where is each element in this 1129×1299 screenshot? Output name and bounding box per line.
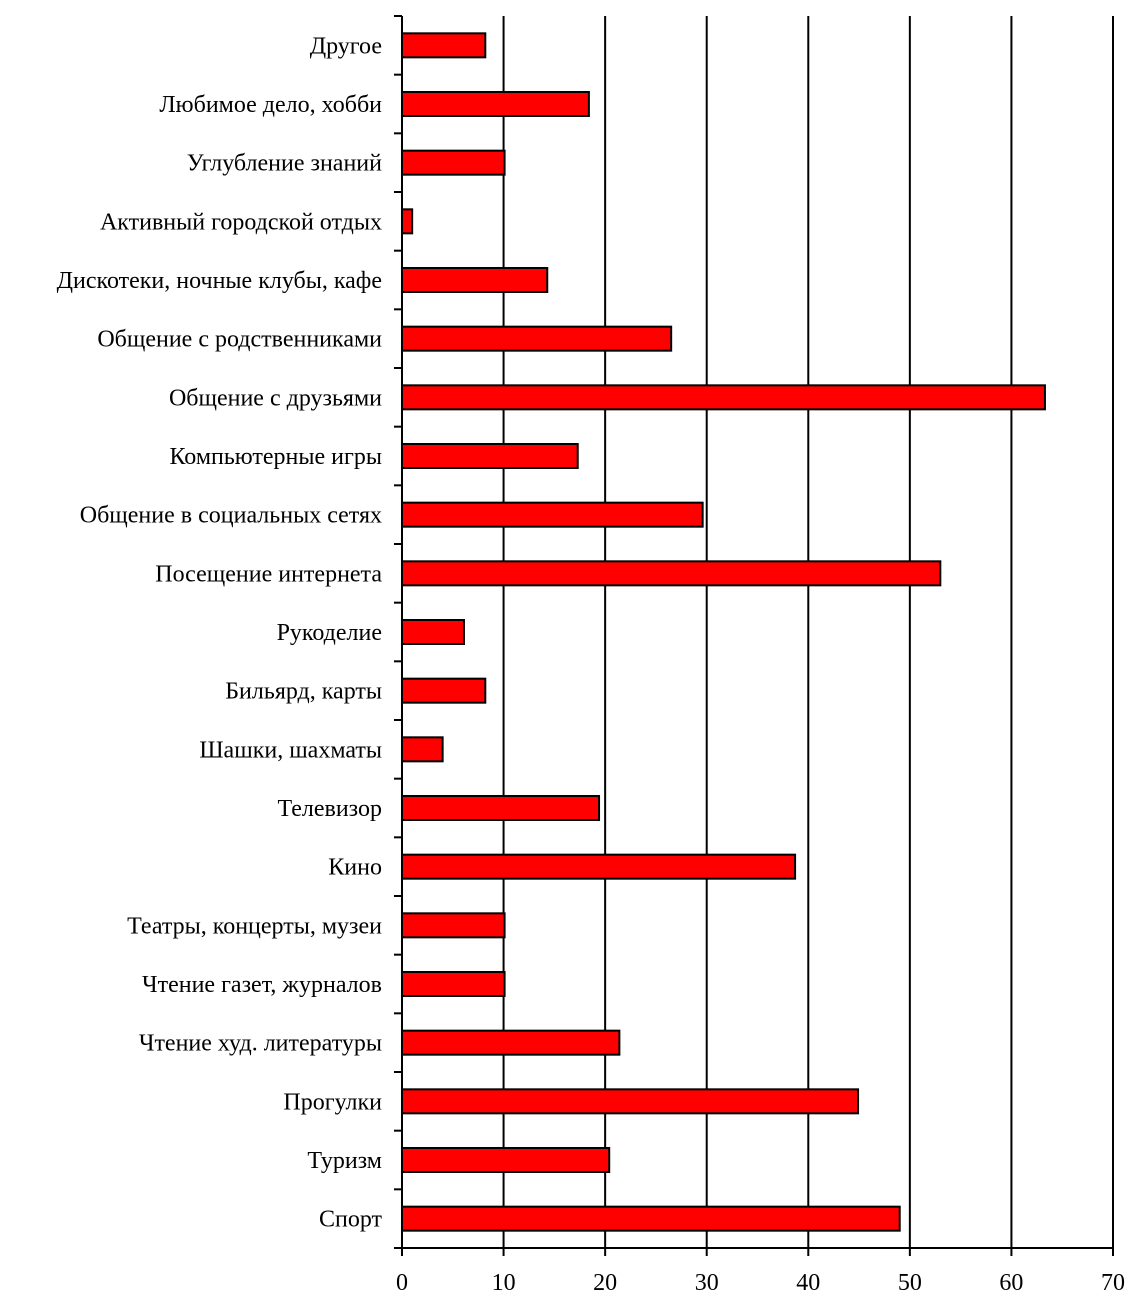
x-tick-label: 40 <box>796 1270 820 1296</box>
category-label: Любимое дело, хобби <box>159 92 382 118</box>
bar <box>401 1205 901 1232</box>
bar <box>401 1147 611 1173</box>
category-label: Другое <box>310 33 382 59</box>
category-label: Чтение худ. литературы <box>139 1031 382 1057</box>
x-tick-label: 30 <box>695 1270 719 1296</box>
x-tick-label: 10 <box>492 1270 516 1296</box>
x-tick-label: 60 <box>999 1270 1023 1296</box>
bar <box>401 501 704 528</box>
x-tick-label: 70 <box>1101 1270 1125 1296</box>
bar <box>401 1029 621 1056</box>
category-label: Общение с друзьями <box>169 385 382 411</box>
bar <box>401 384 1046 411</box>
bar <box>401 91 590 117</box>
bar <box>401 208 414 235</box>
category-label: Посещение интернета <box>155 561 382 587</box>
tick-labels: 0 10 20 30 40 50 60 70 <box>396 1270 1125 1296</box>
category-label: Кино <box>328 855 382 881</box>
category-label: Театры, концерты, музеи <box>127 913 382 939</box>
x-tick-label: 50 <box>898 1270 922 1296</box>
bar <box>401 795 601 821</box>
bar <box>401 1088 860 1115</box>
category-label: Чтение газет, журналов <box>142 972 382 998</box>
bar <box>401 853 797 880</box>
bar <box>401 619 465 645</box>
x-tick-label: 0 <box>396 1270 408 1296</box>
category-label: Спорт <box>319 1207 383 1233</box>
bars <box>401 32 1046 1232</box>
category-label: Общение в социальных сетях <box>80 503 382 529</box>
category-label: Бильярд, карты <box>225 679 382 705</box>
bar <box>401 971 506 997</box>
axes <box>394 15 1114 1256</box>
gridlines <box>502 16 1114 1248</box>
category-label: Шашки, шахматы <box>199 737 382 763</box>
bar <box>401 560 942 587</box>
category-label: Компьютерные игры <box>169 444 382 470</box>
category-label: Углубление знаний <box>187 151 382 177</box>
bar <box>401 912 506 939</box>
bar <box>401 32 487 59</box>
category-label: Прогулки <box>283 1089 382 1115</box>
bar <box>401 677 487 704</box>
bar <box>401 443 579 469</box>
category-label: Активный городской отдых <box>100 209 382 235</box>
category-label: Туризм <box>307 1148 382 1174</box>
x-tick-label: 20 <box>593 1270 617 1296</box>
category-labels: Другое Любимое дело, хобби Углубление знан… <box>57 33 383 1232</box>
category-label: Рукоделие <box>277 620 382 646</box>
category-label: Телевизор <box>277 796 382 822</box>
bar <box>401 325 673 352</box>
bar <box>401 267 549 293</box>
bar <box>401 736 444 763</box>
category-label: Общение с родственниками <box>97 327 382 353</box>
category-label: Дискотеки, ночные клубы, кафе <box>57 268 382 294</box>
bar <box>401 149 506 176</box>
